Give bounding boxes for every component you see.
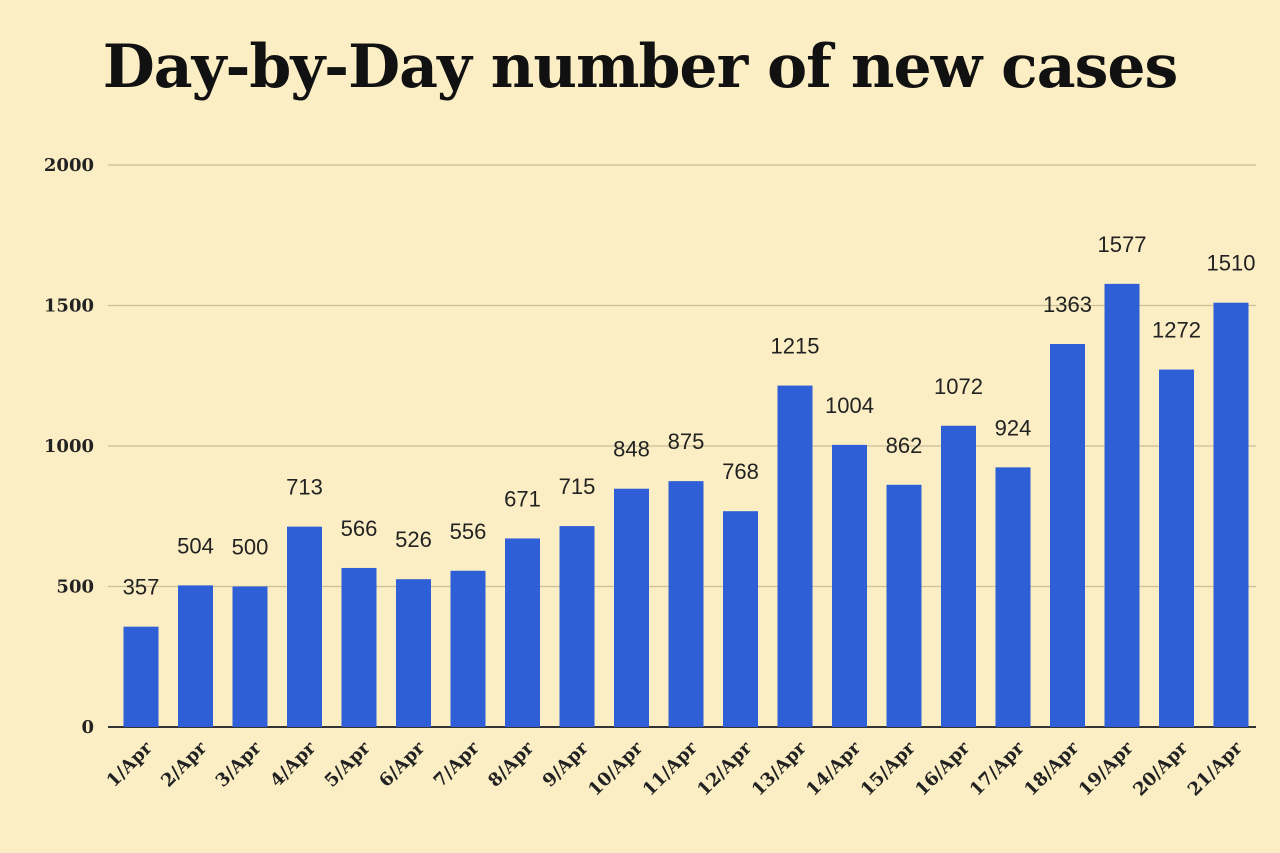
- data-label: 768: [722, 459, 759, 484]
- x-tick-label: 5/Apr: [321, 737, 375, 791]
- x-tick-label: 21/Apr: [1184, 737, 1247, 800]
- data-labels: 357 504 500 713 566 526 556 671 715 848 875 768 1215…: [123, 232, 1256, 600]
- bar: [123, 626, 159, 727]
- bar: [232, 586, 268, 727]
- x-tick-label: 10/Apr: [584, 737, 647, 800]
- x-tick-label: 9/Apr: [539, 737, 593, 791]
- bar: [668, 481, 704, 727]
- data-label: 504: [177, 533, 214, 558]
- y-tick-label: 1000: [44, 436, 94, 457]
- bar: [723, 511, 758, 727]
- data-label: 556: [450, 519, 487, 544]
- data-label: 1510: [1207, 251, 1256, 276]
- bar: [1213, 302, 1249, 727]
- data-label: 848: [613, 437, 650, 462]
- x-tick-label: 14/Apr: [802, 737, 865, 800]
- data-label: 924: [995, 415, 1032, 440]
- bar: [341, 567, 377, 727]
- x-tick-label: 11/Apr: [639, 737, 702, 800]
- data-label: 1577: [1098, 232, 1147, 257]
- data-label: 715: [559, 474, 596, 499]
- data-label: 1004: [825, 393, 874, 418]
- bars: [123, 283, 1249, 727]
- data-label: 713: [286, 475, 323, 500]
- x-tick-label: 7/Apr: [430, 737, 484, 791]
- data-label: 862: [886, 433, 923, 458]
- bar: [505, 538, 540, 727]
- data-label: 1072: [934, 374, 983, 399]
- bar: [450, 570, 486, 727]
- chart-title: Day-by-Day number of new cases: [102, 32, 1179, 102]
- x-tick-label: 4/Apr: [266, 737, 320, 791]
- bar: [287, 526, 322, 727]
- x-tick-label: 15/Apr: [857, 737, 920, 800]
- bar: [614, 488, 649, 727]
- bar: [1104, 283, 1140, 727]
- y-tick-label: 0: [81, 717, 94, 738]
- bar: [832, 444, 867, 727]
- bar: [1159, 369, 1194, 727]
- y-tick-label: 2000: [44, 155, 94, 176]
- data-label: 526: [395, 527, 432, 552]
- x-tick-label: 13/Apr: [748, 737, 811, 800]
- y-tick-label: 1500: [44, 296, 94, 317]
- bar: [777, 385, 813, 727]
- bar: [178, 585, 213, 727]
- x-tick-label: 8/Apr: [484, 737, 538, 791]
- x-tick-label: 20/Apr: [1129, 737, 1192, 800]
- data-label: 671: [504, 486, 541, 511]
- bar: [559, 526, 595, 727]
- y-tick-label: 500: [56, 577, 94, 598]
- data-label: 357: [123, 575, 160, 600]
- y-axis-ticks: 0 500 1000 1500 2000: [44, 155, 94, 738]
- data-label: 875: [668, 429, 705, 454]
- x-tick-label: 2/Apr: [157, 737, 211, 791]
- x-tick-label: 19/Apr: [1075, 737, 1138, 800]
- x-tick-label: 16/Apr: [911, 737, 974, 800]
- data-label: 1363: [1043, 292, 1092, 317]
- x-tick-label: 17/Apr: [966, 737, 1029, 800]
- x-tick-label: 12/Apr: [693, 737, 756, 800]
- x-tick-label: 1/Apr: [103, 737, 157, 791]
- bar: [1050, 343, 1085, 727]
- bar: [941, 425, 976, 727]
- data-label: 1272: [1152, 318, 1201, 343]
- bar: [995, 467, 1031, 727]
- data-label: 1215: [771, 334, 820, 359]
- bar: [396, 579, 431, 727]
- bar: [886, 484, 922, 727]
- x-tick-label: 3/Apr: [212, 737, 266, 791]
- x-tick-label: 18/Apr: [1020, 737, 1083, 800]
- data-label: 566: [341, 516, 378, 541]
- x-axis-ticks: 1/Apr 2/Apr 3/Apr 4/Apr 5/Apr 6/Apr 7/Apr 8/Apr…: [103, 737, 1247, 800]
- x-tick-label: 6/Apr: [375, 737, 429, 791]
- data-label: 500: [232, 535, 269, 560]
